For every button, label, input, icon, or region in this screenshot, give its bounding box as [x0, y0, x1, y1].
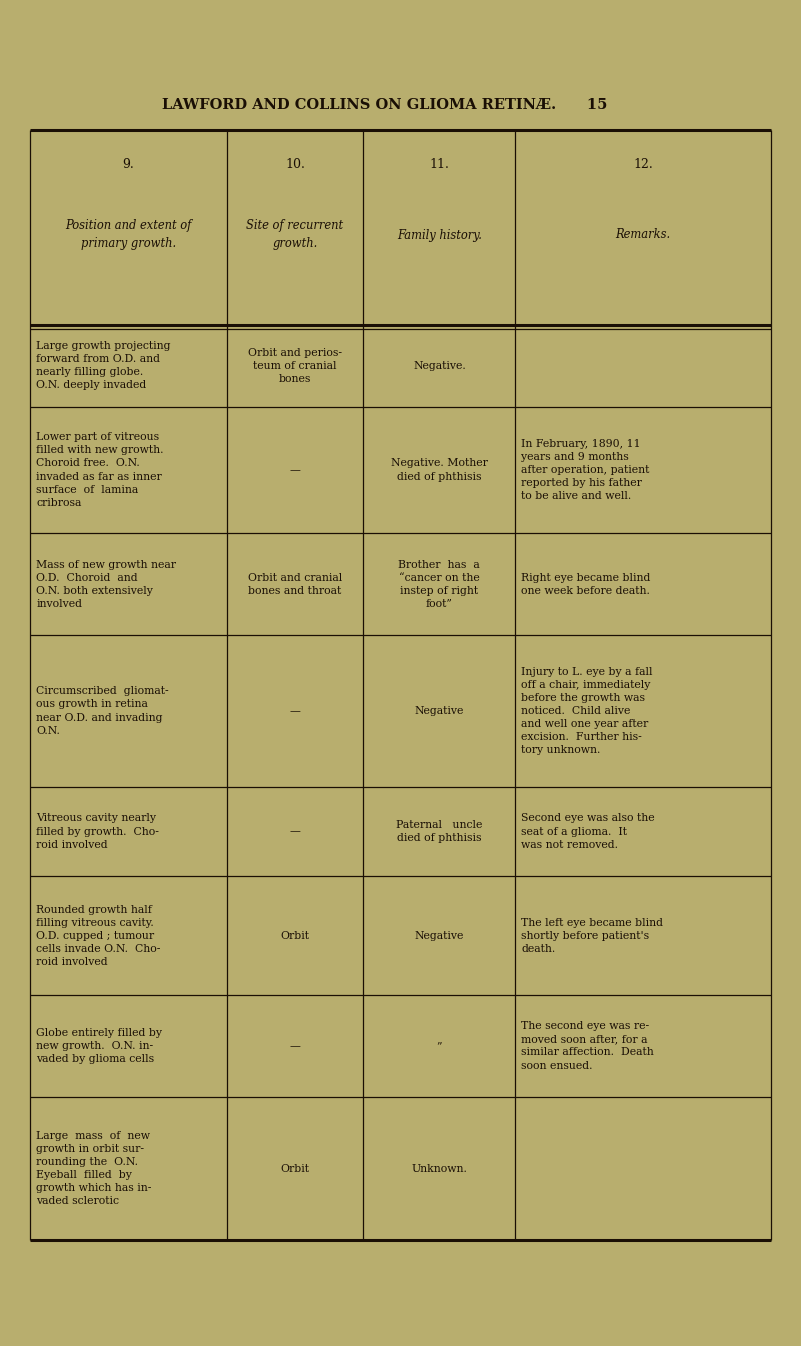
Text: In February, 1890, 11
years and 9 months
after operation, patient
reported by hi: In February, 1890, 11 years and 9 months… [521, 439, 650, 501]
Text: Negative.: Negative. [413, 361, 465, 371]
Text: Paternal   uncle
died of phthisis: Paternal uncle died of phthisis [396, 820, 482, 843]
Text: Globe entirely filled by
new growth.  O.N. in-
vaded by glioma cells: Globe entirely filled by new growth. O.N… [36, 1028, 163, 1063]
Text: 11.: 11. [429, 157, 449, 171]
Text: Vitreous cavity nearly
filled by growth.  Cho-
roid involved: Vitreous cavity nearly filled by growth.… [36, 813, 159, 849]
Text: 10.: 10. [285, 157, 305, 171]
Text: Position and extent of
primary growth.: Position and extent of primary growth. [66, 219, 191, 250]
Text: Injury to L. eye by a fall
off a chair, immediately
before the growth was
notice: Injury to L. eye by a fall off a chair, … [521, 666, 653, 755]
Text: Orbit and perios-
teum of cranial
bones: Orbit and perios- teum of cranial bones [248, 347, 342, 384]
Text: The second eye was re-
moved soon after, for a
similar affection.  Death
soon en: The second eye was re- moved soon after,… [521, 1022, 654, 1070]
Text: Remarks.: Remarks. [615, 229, 670, 241]
Text: Unknown.: Unknown. [412, 1163, 467, 1174]
Text: The left eye became blind
shortly before patient's
death.: The left eye became blind shortly before… [521, 918, 663, 954]
Text: Orbit: Orbit [280, 1163, 309, 1174]
Text: —: — [290, 826, 300, 836]
Text: 12.: 12. [633, 157, 653, 171]
Text: Second eye was also the
seat of a glioma.  It
was not removed.: Second eye was also the seat of a glioma… [521, 813, 655, 849]
Text: —: — [290, 707, 300, 716]
Text: Negative. Mother
died of phthisis: Negative. Mother died of phthisis [391, 459, 488, 482]
Text: 9.: 9. [123, 157, 135, 171]
Text: Large  mass  of  new
growth in orbit sur-
rounding the  O.N.
Eyeball  filled  by: Large mass of new growth in orbit sur- r… [36, 1131, 152, 1206]
Text: LAWFORD AND COLLINS ON GLIOMA RETINÆ.      15: LAWFORD AND COLLINS ON GLIOMA RETINÆ. 15 [162, 98, 607, 112]
Text: Negative: Negative [415, 707, 464, 716]
Text: Rounded growth half
filling vitreous cavity.
O.D. cupped ; tumour
cells invade O: Rounded growth half filling vitreous cav… [36, 905, 161, 966]
Text: Orbit and cranial
bones and throat: Orbit and cranial bones and throat [248, 573, 342, 596]
Text: —: — [290, 1040, 300, 1051]
Text: Large growth projecting
forward from O.D. and
nearly filling globe.
O.N. deeply : Large growth projecting forward from O.D… [36, 342, 171, 390]
Text: Mass of new growth near
O.D.  Choroid  and
O.N. both extensively
involved: Mass of new growth near O.D. Choroid and… [36, 560, 176, 608]
Text: Orbit: Orbit [280, 930, 309, 941]
Text: Negative: Negative [415, 930, 464, 941]
Text: Brother  has  a
“cancer on the
instep of right
foot”: Brother has a “cancer on the instep of r… [398, 560, 481, 608]
Text: Family history.: Family history. [397, 229, 481, 241]
Text: Right eye became blind
one week before death.: Right eye became blind one week before d… [521, 573, 650, 596]
Text: ”: ” [437, 1040, 442, 1051]
Text: Site of recurrent
growth.: Site of recurrent growth. [247, 219, 344, 250]
Text: Lower part of vitreous
filled with new growth.
Choroid free.  O.N.
invaded as fa: Lower part of vitreous filled with new g… [36, 432, 164, 507]
Text: —: — [290, 464, 300, 475]
Text: Circumscribed  gliomat-
ous growth in retina
near O.D. and invading
O.N.: Circumscribed gliomat- ous growth in ret… [36, 686, 169, 735]
